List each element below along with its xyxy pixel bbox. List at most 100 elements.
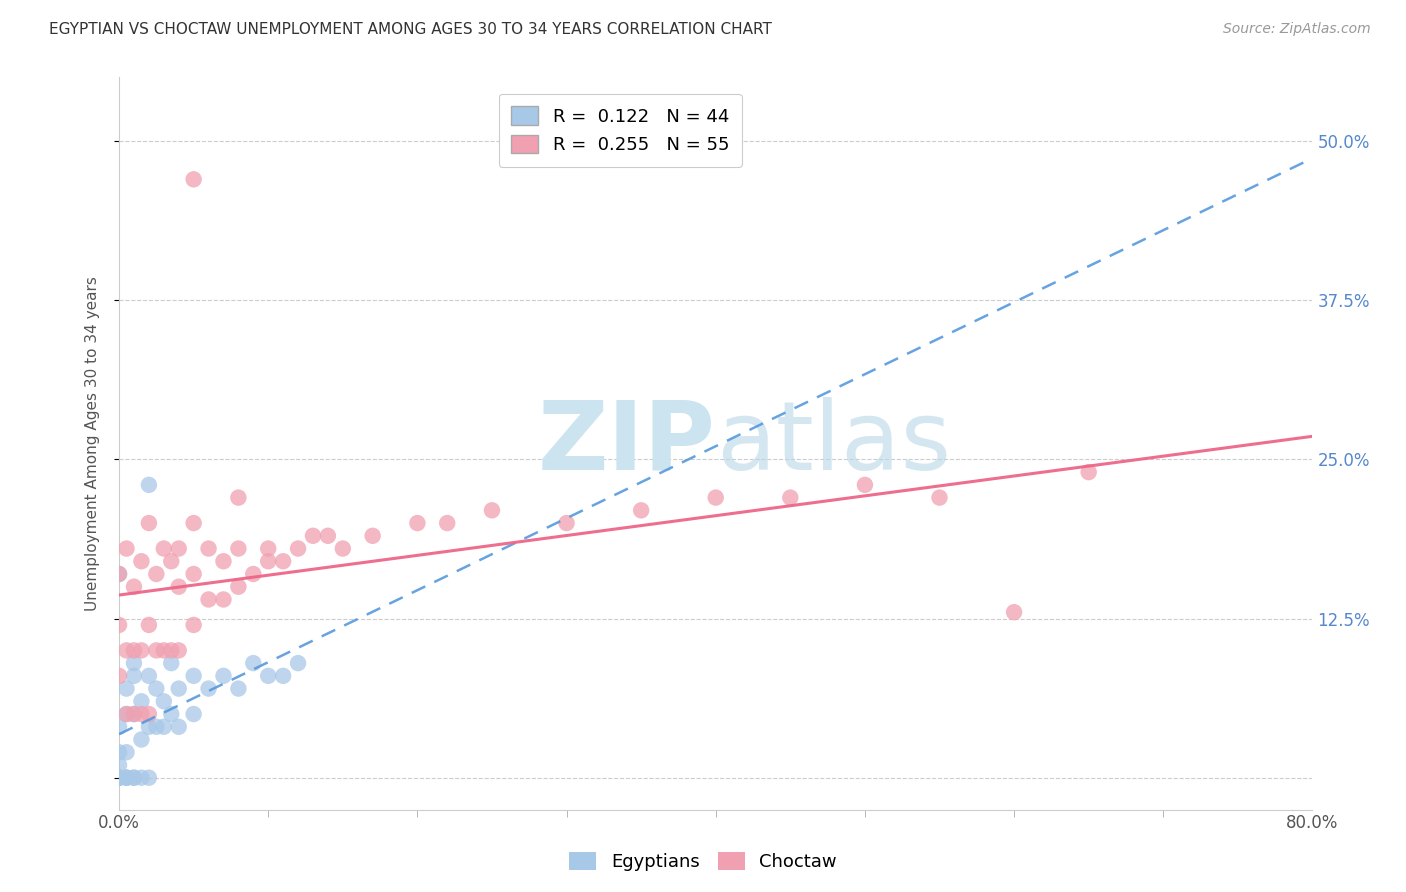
Point (406, 516, 429, 530)
Point (271, 554, 294, 568)
Point (138, 669, 160, 683)
Point (212, 554, 235, 568)
Point (167, 720, 190, 734)
Point (302, 529, 325, 543)
Point (228, 541, 250, 556)
Point (115, 643, 138, 657)
Point (287, 656, 309, 670)
Point (167, 681, 190, 696)
Point (115, 745, 138, 759)
Point (108, 745, 131, 759)
Point (242, 656, 264, 670)
Point (108, 771, 131, 785)
Point (153, 694, 176, 708)
Point (183, 618, 205, 632)
Point (131, 694, 153, 708)
Point (928, 491, 950, 505)
Point (257, 541, 280, 556)
Point (212, 669, 235, 683)
Point (704, 491, 727, 505)
Point (153, 720, 176, 734)
Point (108, 618, 131, 632)
Point (183, 669, 205, 683)
Point (108, 771, 131, 785)
Point (197, 541, 219, 556)
Point (122, 707, 145, 722)
Point (122, 669, 145, 683)
Text: ZIP: ZIP (538, 397, 716, 490)
Point (228, 681, 250, 696)
Point (131, 771, 153, 785)
Point (332, 541, 354, 556)
Point (1002, 605, 1025, 619)
Point (145, 643, 167, 657)
Point (138, 771, 160, 785)
Legend: R =  0.122   N = 44, R =  0.255   N = 55: R = 0.122 N = 44, R = 0.255 N = 55 (499, 94, 742, 167)
Point (122, 580, 145, 594)
Point (153, 643, 176, 657)
Point (131, 707, 153, 722)
Point (108, 669, 131, 683)
Point (779, 491, 801, 505)
Point (145, 681, 167, 696)
Point (197, 592, 219, 607)
Text: EGYPTIAN VS CHOCTAW UNEMPLOYMENT AMONG AGES 30 TO 34 YEARS CORRELATION CHART: EGYPTIAN VS CHOCTAW UNEMPLOYMENT AMONG A… (49, 22, 772, 37)
Point (115, 681, 138, 696)
Point (630, 503, 652, 517)
Point (183, 707, 205, 722)
Point (108, 758, 131, 772)
Point (131, 554, 153, 568)
Text: atlas: atlas (716, 397, 950, 490)
Point (212, 592, 235, 607)
Point (287, 541, 309, 556)
Point (145, 566, 167, 581)
Point (138, 707, 160, 722)
Point (197, 681, 219, 696)
Point (167, 541, 190, 556)
Point (138, 516, 160, 530)
Point (160, 707, 183, 722)
Point (1077, 465, 1099, 479)
Point (167, 580, 190, 594)
Point (108, 566, 131, 581)
Point (122, 656, 145, 670)
Point (131, 643, 153, 657)
Point (361, 529, 384, 543)
Point (122, 771, 145, 785)
Point (160, 643, 183, 657)
Point (242, 566, 264, 581)
Point (316, 529, 339, 543)
Point (167, 643, 190, 657)
Point (108, 771, 131, 785)
Point (853, 478, 876, 492)
Point (183, 516, 205, 530)
Point (481, 503, 503, 517)
Point (228, 580, 250, 594)
Point (115, 771, 138, 785)
Point (436, 516, 458, 530)
Point (122, 771, 145, 785)
Point (115, 771, 138, 785)
Point (115, 707, 138, 722)
Point (122, 643, 145, 657)
Point (108, 720, 131, 734)
Point (160, 656, 183, 670)
Point (257, 554, 280, 568)
Point (257, 669, 280, 683)
Point (108, 566, 131, 581)
Text: Source: ZipAtlas.com: Source: ZipAtlas.com (1223, 22, 1371, 37)
Point (183, 172, 205, 186)
Point (138, 478, 160, 492)
Point (145, 720, 167, 734)
Point (131, 732, 153, 747)
Point (228, 491, 250, 505)
Point (138, 720, 160, 734)
Point (115, 771, 138, 785)
Point (160, 554, 183, 568)
Point (138, 618, 160, 632)
Legend: Egyptians, Choctaw: Egyptians, Choctaw (562, 845, 844, 879)
Point (108, 771, 131, 785)
Point (271, 669, 294, 683)
Point (115, 541, 138, 556)
Point (183, 566, 205, 581)
